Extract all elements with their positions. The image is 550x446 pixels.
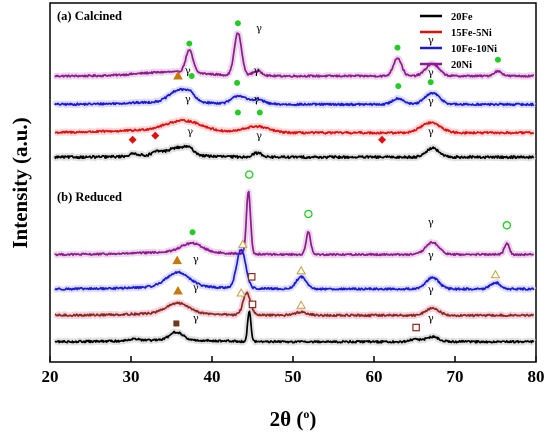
gamma-phase-label-3: γ: [254, 66, 260, 77]
peak-marker-dot-0: [186, 40, 193, 47]
peak-marker-layer: [128, 20, 512, 332]
peak-marker-triangle-19: [172, 255, 183, 265]
series-line-reduced-15fe-5ni: [54, 291, 534, 318]
x-tick-label-70: 70: [447, 367, 464, 386]
gamma-phase-label-5: γ: [185, 94, 191, 105]
gamma-phase-label-6: γ: [254, 94, 260, 105]
x-axis-title: 2θ (o): [270, 407, 317, 431]
series-line-calcined-20ni: [54, 32, 535, 78]
gamma-phase-label-2: γ: [185, 66, 191, 77]
x-tick-label-60: 60: [366, 367, 383, 386]
peak-marker-dot-1: [234, 20, 241, 27]
gamma-phase-label-4: γ: [428, 68, 434, 79]
legend: 20Fe 15Fe-5Ni 10Fe-10Ni 20Ni: [420, 12, 497, 71]
series-line-calcined-10fe-10ni: [54, 87, 535, 107]
peak-marker-dot-10: [256, 109, 263, 116]
peak-marker-diamond-12: [151, 131, 160, 140]
gamma-phase-label-17: γ: [428, 313, 434, 324]
peak-marker-dot-7: [395, 83, 402, 90]
gamma-phase-label-16: γ: [193, 313, 199, 324]
plot-frame: [49, 2, 537, 363]
gamma-phase-label-12: γ: [193, 255, 199, 266]
peak-marker-otriangle-25: [296, 300, 306, 309]
peak-marker-diamond-13: [378, 135, 387, 144]
peak-marker-ring-14: [245, 170, 254, 179]
series-line-calcined-15fe-5ni: [54, 118, 535, 135]
peak-marker-otriangle-20: [296, 265, 306, 275]
peak-marker-dot-5: [188, 73, 195, 80]
x-tick-layer: 20 30 40 50 60 70 80: [42, 356, 545, 386]
gamma-phase-label-0: γ: [256, 23, 262, 34]
peak-marker-otriangle-24: [236, 288, 247, 297]
gamma-phase-label-8: γ: [187, 127, 193, 138]
peak-marker-square-open-28: [412, 323, 420, 332]
gamma-phase-label-14: γ: [193, 283, 199, 294]
series-layer: [54, 32, 535, 344]
x-axis-title-degree: o: [303, 407, 309, 421]
series-line-reduced-20fe: [54, 310, 535, 344]
peak-marker-dot-6: [234, 79, 241, 86]
x-axis-title-main: 2θ (: [270, 407, 304, 431]
peak-marker-dot-17: [189, 229, 196, 236]
series-line-calcined-20fe: [54, 144, 535, 160]
peak-marker-diamond-11: [128, 135, 137, 144]
legend-label-20fe: 20Fe: [451, 12, 473, 23]
peak-marker-otriangle-21: [490, 269, 501, 279]
x-tick-label-80: 80: [528, 367, 545, 386]
peak-marker-dot-8: [427, 79, 434, 86]
legend-label-10fe-10ni: 10Fe-10Ni: [451, 44, 497, 55]
peak-marker-otriangle-18: [237, 239, 248, 248]
peak-marker-triangle-23: [173, 286, 183, 295]
x-axis-title-close: ): [309, 407, 316, 431]
y-axis-title: Intensity (a.u.): [8, 117, 32, 248]
series-line-reduced-10fe-10ni: [54, 248, 535, 291]
gamma-phase-label-1: γ: [428, 36, 434, 47]
panel-label-calcined: (a) Calcined: [57, 9, 122, 23]
peak-marker-square-open-26: [248, 300, 257, 309]
gamma-phase-label-11: γ: [428, 217, 434, 228]
gamma-label-layer: γ γ γ γ γ γ γ γ γ γ γ γ γ γ γ γ γ γ: [185, 23, 434, 324]
x-tick-label-30: 30: [123, 367, 140, 386]
peak-marker-triangle-4: [173, 71, 183, 80]
peak-marker-square-27: [173, 320, 180, 327]
peak-marker-ring-15: [304, 209, 313, 219]
peak-marker-dot-9: [234, 109, 241, 116]
x-tick-label-20: 20: [42, 367, 59, 386]
peak-marker-dot-2: [394, 44, 401, 51]
panel-label-reduced: (b) Reduced: [57, 190, 122, 204]
gamma-phase-label-9: γ: [256, 131, 262, 142]
x-tick-label-50: 50: [285, 367, 302, 386]
peak-marker-square-open-22: [247, 273, 256, 281]
gamma-phase-label-10: γ: [428, 127, 434, 138]
peak-marker-ring-16: [502, 221, 512, 230]
x-tick-label-40: 40: [204, 367, 221, 386]
legend-label-20ni: 20Ni: [451, 60, 472, 71]
gamma-phase-label-7: γ: [428, 96, 434, 107]
series-line-reduced-20ni: [54, 190, 534, 257]
gamma-phase-label-15: γ: [428, 285, 434, 296]
gamma-phase-label-13: γ: [428, 251, 434, 262]
legend-label-15fe-5ni: 15Fe-5Ni: [451, 28, 492, 39]
peak-marker-dot-3: [494, 56, 501, 63]
